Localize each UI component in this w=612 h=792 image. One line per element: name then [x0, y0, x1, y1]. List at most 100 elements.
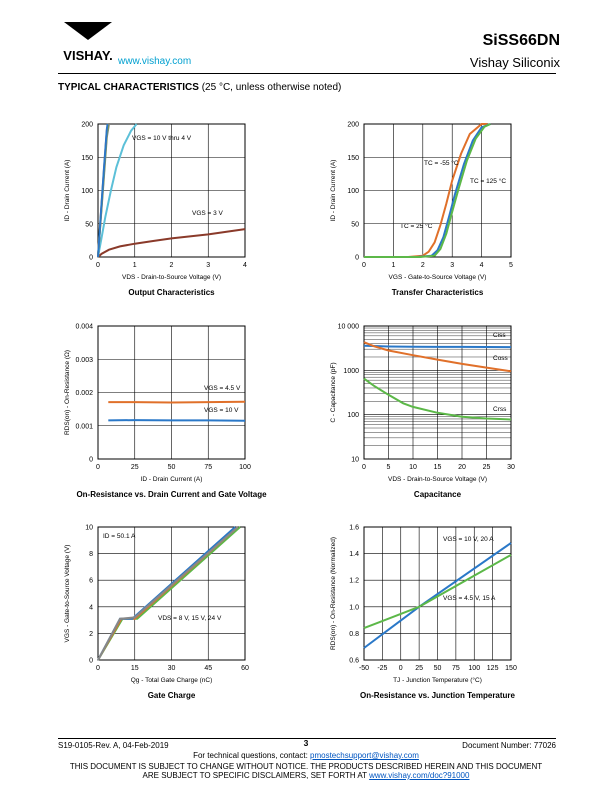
chart-caption: Transfer Characteristics	[392, 288, 484, 297]
x-axis-label: VDS - Drain-to-Source Voltage (V)	[388, 476, 487, 483]
x-tick-label: 3	[206, 262, 210, 269]
y-tick-label: 0.001	[75, 423, 93, 430]
x-tick-label: -25	[377, 665, 387, 672]
x-axis-label: TJ - Junction Temperature (°C)	[393, 676, 482, 684]
y-tick-label: 0	[89, 658, 93, 665]
plot-frame	[97, 325, 246, 460]
footer-disclaimer-1: THIS DOCUMENT IS SUBJECT TO CHANGE WITHO…	[69, 762, 543, 771]
y-axis-label: VGS - Gate-to-Source Voltage (V)	[64, 545, 71, 643]
series-line-1	[108, 400, 246, 404]
chart-4: 0 5 10 15 20 25 30 10 100 1000 10 000 Ciss Coss Crss V…	[330, 324, 515, 500]
x-axis-label: VDS - Drain-to-Source Voltage (V)	[122, 274, 221, 281]
annotation-label: VDS = 8 V, 15 V, 24 V	[158, 615, 222, 622]
series-line-2	[363, 341, 512, 373]
x-tick-label: 1	[391, 262, 395, 269]
chart-6: -50 -25 0 25 50 75 100 125 150 0.6 0.8 1.0 1.2 1.4 1.6…	[330, 525, 517, 701]
y-tick-label: 1.0	[349, 604, 359, 611]
x-tick-label: 75	[204, 464, 212, 471]
x-tick-label: 45	[204, 665, 212, 672]
y-axis-label: C - Capacitance (pF)	[330, 362, 337, 422]
y-tick-label: 1.6	[349, 525, 359, 532]
x-tick-label: 15	[131, 665, 139, 672]
annotation-label: Ciss	[493, 332, 506, 339]
annotation-label: VGS = 3 V	[192, 210, 224, 217]
x-tick-label: 0	[96, 665, 100, 672]
y-tick-label: 0.002	[75, 390, 93, 397]
plot-frame	[363, 123, 512, 258]
vishay-logo: VISHAY.	[58, 22, 118, 64]
support-email-link[interactable]: pmostechsupport@vishay.com	[310, 751, 419, 760]
footer-contact-text: For technical questions, contact:	[193, 751, 311, 760]
y-tick-label: 10	[351, 457, 359, 464]
y-tick-label: 100	[81, 188, 93, 195]
annotation-label: VGS = 4.5 V, 15 A	[443, 595, 496, 602]
x-tick-label: 25	[415, 665, 423, 672]
y-tick-label: 0	[89, 457, 93, 464]
y-tick-label: 50	[85, 221, 93, 228]
x-tick-label: -50	[359, 665, 369, 672]
y-tick-label: 10	[85, 525, 93, 532]
annotation-label: Crss	[493, 406, 507, 413]
x-tick-label: 1	[133, 262, 137, 269]
series-line-3	[364, 123, 491, 258]
x-tick-label: 0	[96, 262, 100, 269]
y-tick-label: 0.6	[349, 658, 359, 665]
footer-disclaimer-2: ARE SUBJECT TO SPECIFIC DISCLAIMERS, SET…	[0, 771, 612, 780]
series-line-3	[363, 377, 512, 421]
x-tick-label: 0	[362, 262, 366, 269]
section-note: (25 °C, unless otherwise noted)	[201, 82, 342, 93]
x-tick-label: 5	[509, 262, 513, 269]
series-line-2	[97, 526, 239, 661]
series-line-1	[97, 228, 246, 258]
chart-caption: On-Resistance vs. Junction Temperature	[360, 691, 516, 700]
y-axis-label: RDS(on) - On-Resistance (Normalized)	[330, 537, 337, 650]
annotation-label: TC = 25 °C	[400, 222, 433, 230]
y-tick-label: 1000	[343, 368, 359, 375]
footer-disclaimer-text: ARE SUBJECT TO SPECIFIC DISCLAIMERS, SET…	[142, 771, 370, 780]
chart-5: 0 15 30 45 60 0 2 4 6 8 10 ID = 50.1 A VDS = 8 V, 15…	[64, 525, 249, 701]
plot-frame	[97, 526, 246, 661]
annotation-label: VGS = 10 V thru 4 V	[132, 135, 192, 142]
annotation-label: VGS = 10 V	[204, 407, 239, 414]
y-tick-label: 6	[89, 578, 93, 585]
annotation-label: VGS = 10 V, 20 A	[443, 536, 494, 543]
x-tick-label: 25	[483, 464, 491, 471]
annotation-label: Coss	[493, 355, 509, 362]
y-tick-label: 150	[347, 155, 359, 162]
x-tick-label: 15	[434, 464, 442, 471]
footer-rule	[58, 738, 556, 739]
annotation-label: TC = 125 °C	[470, 177, 506, 185]
plot-frame	[363, 325, 512, 460]
company-name: Vishay Siliconix	[469, 55, 560, 70]
disclaimer-link[interactable]: www.vishay.com/doc?91000	[369, 771, 470, 780]
x-tick-label: 5	[387, 464, 391, 471]
chart-caption: On-Resistance vs. Drain Current and Gate…	[76, 490, 267, 499]
x-tick-label: 0	[96, 464, 100, 471]
y-tick-label: 100	[347, 412, 359, 419]
y-tick-label: 0.003	[75, 357, 93, 364]
x-tick-label: 100	[239, 464, 251, 471]
vishay-url[interactable]: www.vishay.com	[118, 56, 192, 67]
series-line-6	[97, 123, 109, 258]
vishay-triangle-icon	[64, 22, 112, 40]
x-tick-label: 2	[421, 262, 425, 269]
x-tick-label: 4	[480, 262, 484, 269]
y-tick-label: 0	[89, 255, 93, 262]
y-tick-label: 4	[89, 604, 93, 611]
y-tick-label: 0.004	[75, 324, 93, 331]
series-line-2	[108, 419, 246, 422]
y-tick-label: 0	[355, 255, 359, 262]
y-axis-label: RDS(on) - On-Resistance (Ω)	[64, 350, 71, 435]
x-tick-label: 150	[505, 665, 517, 672]
x-tick-label: 60	[241, 665, 249, 672]
series-line-1	[363, 344, 512, 349]
footer-page-number: 3	[303, 738, 309, 748]
x-tick-label: 30	[507, 464, 515, 471]
x-axis-label: ID - Drain Current (A)	[141, 476, 203, 483]
plot-frame	[97, 123, 246, 258]
x-tick-label: 4	[243, 262, 247, 269]
footer-doc-number: Document Number: 77026	[462, 741, 556, 750]
chart-caption: Gate Charge	[148, 691, 196, 700]
y-tick-label: 150	[81, 155, 93, 162]
